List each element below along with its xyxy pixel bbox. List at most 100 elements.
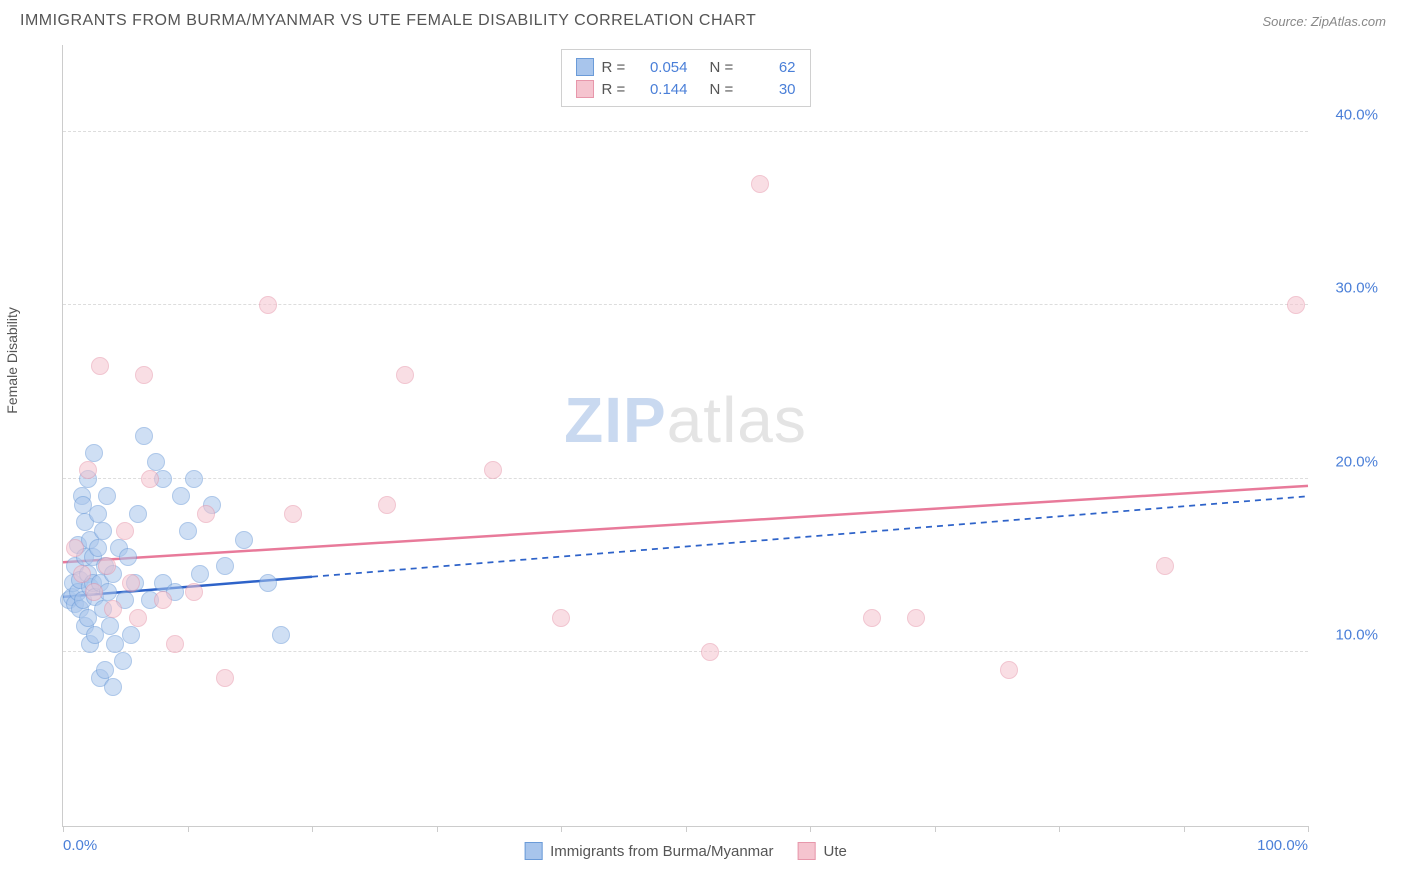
legend-row: R = 0.144 N = 30 xyxy=(576,78,796,100)
legend-n-label: N = xyxy=(710,81,738,98)
data-point xyxy=(85,444,103,462)
y-tick-label: 30.0% xyxy=(1335,280,1378,297)
source-prefix: Source: xyxy=(1262,14,1310,29)
data-point xyxy=(378,496,396,514)
data-point xyxy=(114,652,132,670)
data-point xyxy=(259,296,277,314)
data-point xyxy=(172,487,190,505)
x-tick xyxy=(437,826,438,832)
y-tick-label: 10.0% xyxy=(1335,627,1378,644)
plot-area: R =0.054N =62R =0.144N =30 ZIPatlas Immi… xyxy=(62,45,1308,827)
data-point xyxy=(1287,296,1305,314)
data-point xyxy=(116,522,134,540)
data-point xyxy=(89,505,107,523)
legend-r-value: 0.054 xyxy=(638,59,688,76)
legend-r-label: R = xyxy=(602,81,630,98)
data-point xyxy=(91,357,109,375)
data-point xyxy=(216,557,234,575)
data-point xyxy=(141,470,159,488)
legend-swatch xyxy=(798,842,816,860)
x-tick xyxy=(63,826,64,832)
data-point xyxy=(185,470,203,488)
legend-label: Immigrants from Burma/Myanmar xyxy=(550,843,773,860)
x-tick xyxy=(1184,826,1185,832)
gridline xyxy=(63,478,1308,479)
data-point xyxy=(1156,557,1174,575)
source-attribution: Source: ZipAtlas.com xyxy=(1262,14,1386,29)
legend-r-value: 0.144 xyxy=(638,81,688,98)
legend-row: R = 0.054 N = 62 xyxy=(576,56,796,78)
data-point xyxy=(104,678,122,696)
data-point xyxy=(701,643,719,661)
chart-container: Female Disability R =0.054N =62R =0.144N… xyxy=(20,45,1386,872)
data-point xyxy=(284,505,302,523)
gridline xyxy=(63,651,1308,652)
gridline xyxy=(63,304,1308,305)
data-point xyxy=(101,617,119,635)
data-point xyxy=(235,531,253,549)
data-point xyxy=(272,626,290,644)
x-tick xyxy=(1059,826,1060,832)
data-point xyxy=(396,366,414,384)
data-point xyxy=(135,427,153,445)
correlation-legend: R = 0.054 N = 62 R = 0.144 N = 30 xyxy=(561,49,811,107)
data-point xyxy=(66,539,84,557)
watermark-bold: ZIP xyxy=(564,384,667,456)
x-tick xyxy=(561,826,562,832)
data-point xyxy=(79,461,97,479)
series-legend: Immigrants from Burma/Myanmar Ute xyxy=(524,842,847,860)
legend-n-value: 30 xyxy=(746,81,796,98)
data-point xyxy=(259,574,277,592)
data-point xyxy=(147,453,165,471)
source-name: ZipAtlas.com xyxy=(1311,14,1386,29)
legend-item: Immigrants from Burma/Myanmar xyxy=(524,842,773,860)
x-tick-label: 0.0% xyxy=(63,837,97,854)
data-point xyxy=(484,461,502,479)
x-tick xyxy=(810,826,811,832)
data-point xyxy=(863,609,881,627)
legend-item: Ute xyxy=(798,842,847,860)
data-point xyxy=(129,609,147,627)
data-point xyxy=(191,565,209,583)
data-point xyxy=(179,522,197,540)
data-point xyxy=(89,539,107,557)
data-point xyxy=(85,583,103,601)
data-point xyxy=(94,522,112,540)
data-point xyxy=(104,600,122,618)
legend-swatch xyxy=(576,58,594,76)
x-tick xyxy=(188,826,189,832)
legend-n-label: N = xyxy=(710,59,738,76)
data-point xyxy=(129,505,147,523)
watermark: ZIPatlas xyxy=(564,383,807,457)
legend-swatch xyxy=(576,80,594,98)
data-point xyxy=(106,635,124,653)
watermark-rest: atlas xyxy=(667,384,807,456)
legend-label: Ute xyxy=(824,843,847,860)
chart-title: IMMIGRANTS FROM BURMA/MYANMAR VS UTE FEM… xyxy=(20,12,756,30)
x-tick xyxy=(686,826,687,832)
x-tick xyxy=(1308,826,1309,832)
data-point xyxy=(98,557,116,575)
legend-r-label: R = xyxy=(602,59,630,76)
data-point xyxy=(96,661,114,679)
data-point xyxy=(135,366,153,384)
gridline xyxy=(63,131,1308,132)
data-point xyxy=(197,505,215,523)
y-tick-label: 20.0% xyxy=(1335,453,1378,470)
legend-n-value: 62 xyxy=(746,59,796,76)
trend-lines xyxy=(63,45,1308,826)
data-point xyxy=(119,548,137,566)
data-point xyxy=(185,583,203,601)
data-point xyxy=(907,609,925,627)
x-tick xyxy=(312,826,313,832)
data-point xyxy=(98,487,116,505)
data-point xyxy=(154,591,172,609)
data-point xyxy=(751,175,769,193)
data-point xyxy=(1000,661,1018,679)
data-point xyxy=(122,626,140,644)
data-point xyxy=(216,669,234,687)
trend-line-solid xyxy=(63,486,1308,562)
y-axis-label: Female Disability xyxy=(4,307,20,414)
data-point xyxy=(73,565,91,583)
x-tick-label: 100.0% xyxy=(1257,837,1308,854)
